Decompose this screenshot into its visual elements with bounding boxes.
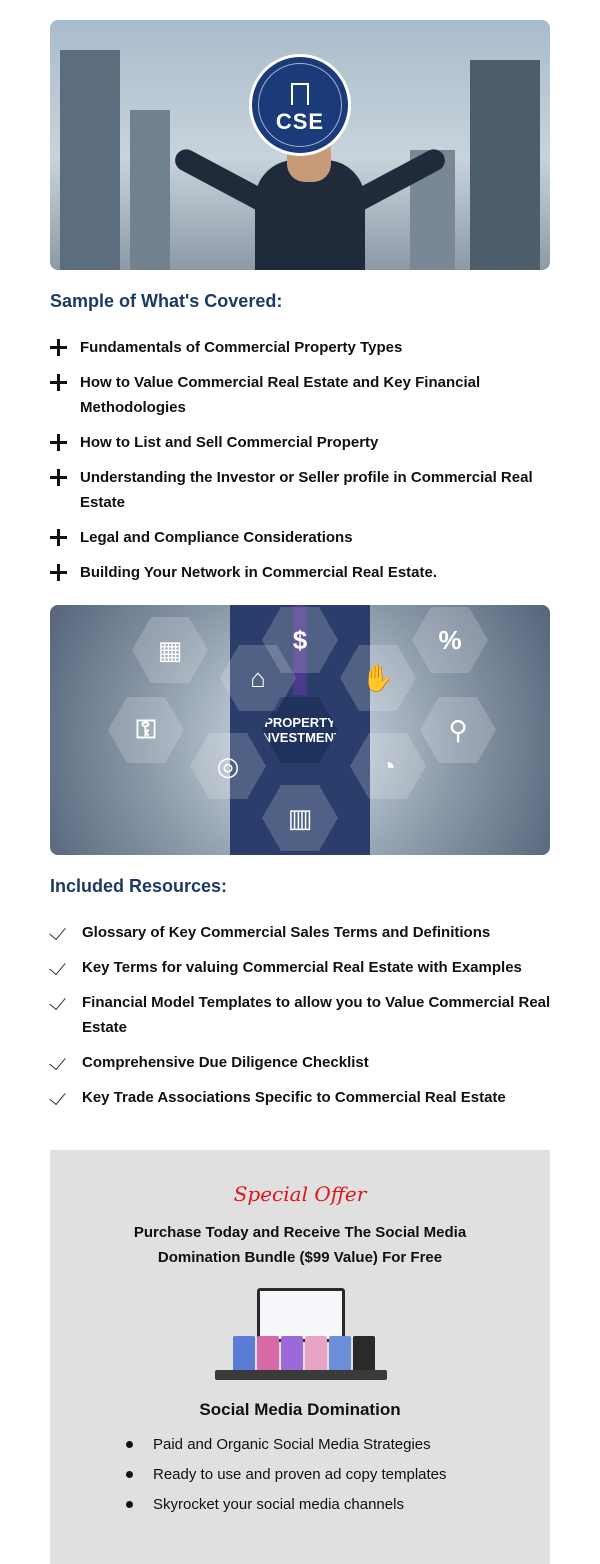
covered-title: Sample of What's Covered: [50,291,283,311]
resource-item-text: Financial Model Templates to allow you t… [82,994,551,1036]
covered-item: Building Your Network in Commercial Real… [50,560,560,585]
checkmark-icon [50,920,70,945]
bundle-product-image [215,1288,387,1380]
bundle-bullet-text: Ready to use and proven ad copy template… [153,1466,447,1483]
special-offer-label: Special Offer [233,1182,367,1206]
covered-item: Understanding the Investor or Seller pro… [50,465,560,515]
covered-item-text: How to List and Sell Commercial Property [80,434,379,451]
resource-item-text: Glossary of Key Commercial Sales Terms a… [82,924,491,941]
special-offer-panel: Special Offer Purchase Today and Receive… [50,1150,550,1564]
target-icon: ◎ [190,733,266,799]
resources-title: Included Resources: [50,876,228,896]
covered-item-text: Legal and Compliance Considerations [80,529,353,546]
checkmark-icon [50,1050,70,1075]
resource-item: Key Terms for valuing Commercial Real Es… [50,955,560,980]
resource-item-text: Key Terms for valuing Commercial Real Es… [82,959,522,976]
property-investment-image: ▦ ⌂ $ ✋ % ⚲ ⚿ ◎ ◔ ▥ PROPERTY INVESTMENT [50,605,550,855]
offer-description: Purchase Today and Receive The Social Me… [133,1224,467,1266]
bundle-bullets: Paid and Organic Social Media Strategies… [123,1430,447,1520]
plus-icon [50,430,70,455]
covered-item: Legal and Compliance Considerations [50,525,560,550]
cse-logo-badge: CSE [249,54,351,156]
plus-icon [50,370,70,395]
bundle-bullet-text: Paid and Organic Social Media Strategies [153,1436,431,1453]
key-icon: ⚿ [108,697,184,763]
covered-item-text: Understanding the Investor or Seller pro… [80,469,533,511]
resource-item-text: Key Trade Associations Specific to Comme… [82,1089,506,1106]
bundle-title: Social Media Domination [199,1400,401,1419]
plus-icon [50,560,70,585]
plus-icon [50,335,70,360]
percent-icon: % [412,607,488,673]
checkmark-icon [50,990,70,1015]
plus-icon [50,465,70,490]
covered-list: Fundamentals of Commercial Property Type… [50,335,560,595]
checkmark-icon [50,955,70,980]
resource-item: Key Trade Associations Specific to Comme… [50,1085,560,1110]
checkmark-icon [50,1085,70,1110]
covered-item: Fundamentals of Commercial Property Type… [50,335,560,360]
magnifier-icon: ⚲ [420,697,496,763]
bundle-bullet-text: Skyrocket your social media channels [153,1496,404,1513]
resource-item: Financial Model Templates to allow you t… [50,990,560,1040]
covered-item-text: How to Value Commercial Real Estate and … [80,374,481,416]
resource-item-text: Comprehensive Due Diligence Checklist [82,1054,369,1071]
covered-item: How to Value Commercial Real Estate and … [50,370,560,420]
covered-item-text: Fundamentals of Commercial Property Type… [80,339,403,356]
plus-icon [50,525,70,550]
covered-item: How to List and Sell Commercial Property [50,430,560,455]
resources-list: Glossary of Key Commercial Sales Terms a… [50,920,560,1120]
resource-item: Comprehensive Due Diligence Checklist [50,1050,560,1075]
covered-item-text: Building Your Network in Commercial Real… [80,564,438,581]
hero-image: CSE [50,20,550,270]
calculator-icon: ▦ [132,617,208,683]
bundle-bullet: Skyrocket your social media channels [123,1490,447,1520]
bundle-bullet: Paid and Organic Social Media Strategies [123,1430,447,1460]
bundle-bullet: Ready to use and proven ad copy template… [123,1460,447,1490]
resource-item: Glossary of Key Commercial Sales Terms a… [50,920,560,945]
